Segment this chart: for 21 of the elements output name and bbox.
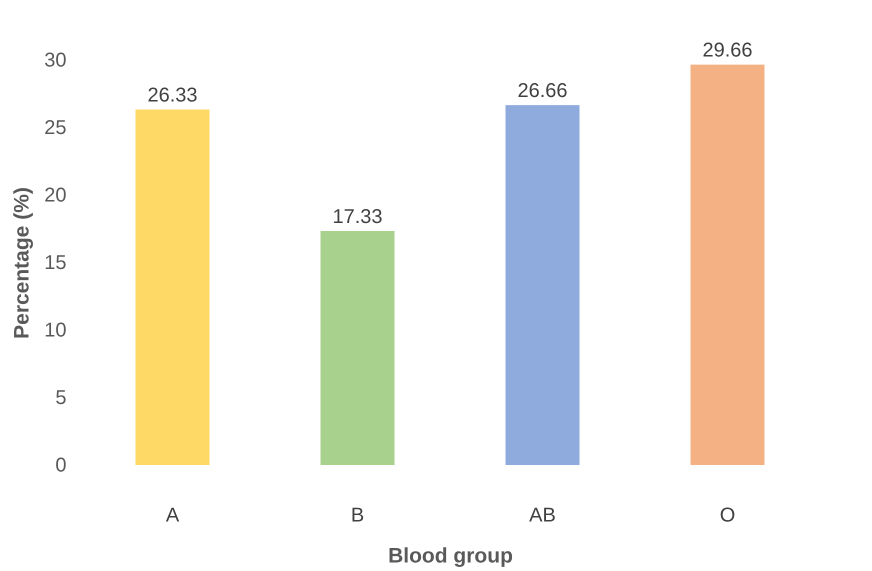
bar [320, 231, 394, 465]
data-label: 29.66 [702, 40, 753, 62]
x-tick-label: B [350, 504, 364, 526]
bar [690, 64, 764, 465]
y-tick-label: 5 [55, 387, 66, 409]
y-tick-label: 30 [44, 50, 66, 72]
y-tick-label: 15 [44, 252, 66, 274]
y-tick-label: 10 [44, 320, 66, 342]
x-tick-label: A [166, 504, 180, 526]
y-tick-label: 20 [44, 184, 66, 206]
y-axis-title: Percentage (%) [10, 187, 34, 339]
bar [506, 105, 580, 465]
data-label: 26.33 [147, 84, 198, 107]
data-label: 26.66 [517, 80, 568, 102]
x-tick-label: O [720, 504, 736, 526]
x-tick-label: AB [529, 504, 556, 526]
y-tick-label: 0 [55, 454, 66, 476]
data-label: 17.33 [332, 206, 383, 228]
x-axis-title: Blood group [388, 544, 513, 568]
bar [136, 110, 210, 465]
y-tick-label: 25 [44, 117, 66, 139]
